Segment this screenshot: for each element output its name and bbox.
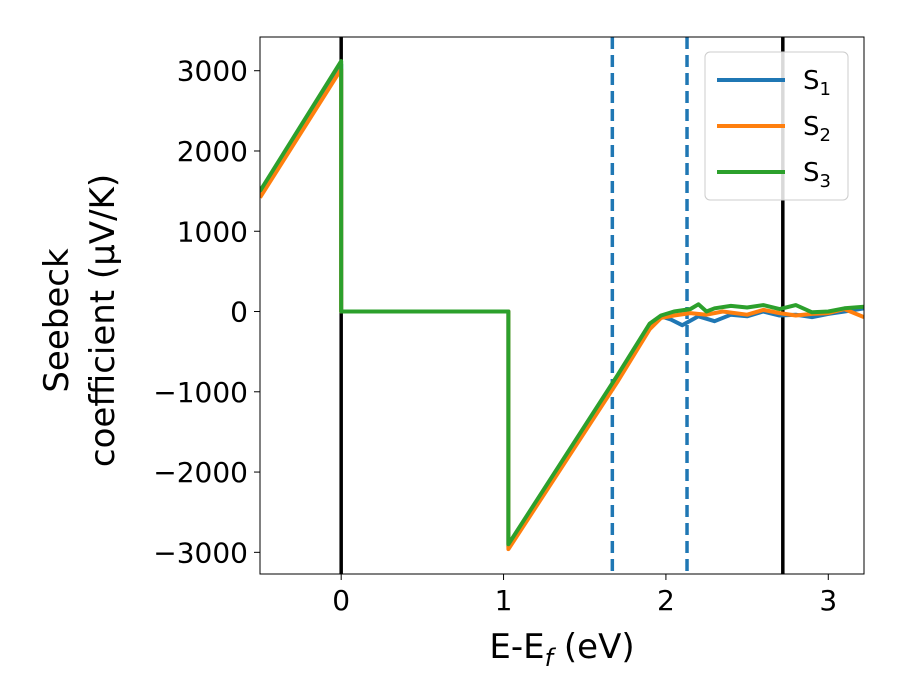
legend: S1 S2 S3 xyxy=(704,51,849,201)
series-line-S3 xyxy=(260,59,864,547)
x-tick-label: 1 xyxy=(495,584,513,617)
y-tick-label: −2000 xyxy=(153,456,248,489)
legend-label: S1 xyxy=(803,66,831,100)
y-tick-label: −3000 xyxy=(153,536,248,569)
y-tick-label: 3000 xyxy=(177,55,248,88)
y-tick-label: 0 xyxy=(230,296,248,329)
legend-label: S2 xyxy=(803,112,831,146)
axis-ticks: 0 1 2 3 −3000 −2000 −1000 0 1000 2000 3000 xyxy=(153,55,837,617)
legend-label: S3 xyxy=(803,158,831,192)
plot-frame xyxy=(259,36,865,575)
y-tick-label: 1000 xyxy=(177,215,248,248)
x-axis-label: E-Ef (eV) xyxy=(489,627,634,672)
x-tick-label: 0 xyxy=(332,584,350,617)
y-axis-label: Seebeck coefficient (μV/K) xyxy=(37,174,123,467)
y-tick-label: 2000 xyxy=(177,135,248,168)
x-tick-label: 3 xyxy=(819,584,837,617)
series-lines xyxy=(260,59,864,552)
x-tick-label: 2 xyxy=(657,584,675,617)
y-tick-label: −1000 xyxy=(153,376,248,409)
